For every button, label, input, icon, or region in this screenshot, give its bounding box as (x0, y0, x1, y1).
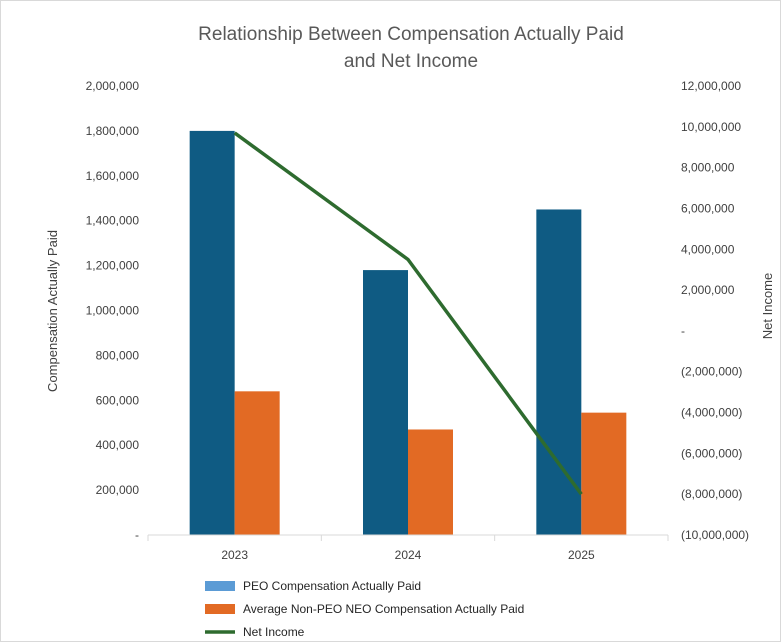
right-tick-label: 10,000,000 (681, 120, 741, 134)
left-tick-label: 200,000 (96, 483, 140, 497)
legend-label: Average Non-PEO NEO Compensation Actuall… (243, 602, 524, 616)
peo-bar-2024 (363, 270, 408, 535)
left-tick-label: 800,000 (96, 348, 140, 362)
left-axis-title: Compensation Actually Paid (45, 230, 60, 392)
right-tick-label: - (681, 324, 685, 338)
neo-bar-2025 (581, 412, 627, 535)
right-tick-label: 8,000,000 (681, 161, 735, 175)
right-tick-label: 12,000,000 (681, 79, 741, 93)
legend: PEO Compensation Actually Paid Average No… (205, 579, 524, 639)
x-axis-labels: 2023 2024 2025 (221, 548, 595, 562)
right-tick-label: 6,000,000 (681, 201, 735, 215)
x-tick-label: 2023 (221, 548, 248, 562)
left-tick-label: 1,800,000 (86, 124, 140, 138)
legend-label: PEO Compensation Actually Paid (243, 579, 421, 593)
left-tick-label: 1,000,000 (86, 304, 140, 318)
right-tick-label: 4,000,000 (681, 242, 735, 256)
legend-label: Net Income (243, 625, 305, 639)
neo-bar-2023 (234, 391, 280, 535)
right-tick-label: (2,000,000) (681, 365, 742, 379)
right-tick-label: (6,000,000) (681, 446, 742, 460)
left-axis-ticks: - 200,000 400,000 600,000 800,000 1,000,000 1,… (86, 79, 140, 542)
right-axis-title: Net Income (760, 273, 775, 339)
legend-swatch (205, 604, 235, 614)
legend-swatch (205, 581, 235, 591)
peo-bar-2023 (189, 130, 235, 535)
bar-group (189, 130, 627, 535)
left-tick-label: - (135, 528, 139, 542)
left-tick-label: 2,000,000 (86, 79, 140, 93)
chart-title-line-1: Relationship Between Compensation Actual… (198, 24, 624, 45)
x-tick-label: 2025 (568, 548, 595, 562)
right-tick-label: (8,000,000) (681, 487, 742, 501)
left-tick-label: 1,400,000 (86, 214, 140, 228)
x-tick-label: 2024 (395, 548, 422, 562)
x-axis-ticks (147, 535, 669, 541)
left-tick-label: 1,600,000 (86, 169, 140, 183)
right-tick-label: (4,000,000) (681, 406, 742, 420)
right-axis-ticks: (10,000,000) (8,000,000) (6,000,000) (4,000… (681, 79, 749, 542)
peo-bar-2025 (536, 209, 582, 535)
chart-title-line-2: and Net Income (344, 51, 478, 72)
left-tick-label: 600,000 (96, 393, 140, 407)
left-tick-label: 400,000 (96, 438, 140, 452)
left-tick-label: 1,200,000 (86, 259, 140, 273)
net-income-line (233, 131, 583, 496)
neo-bar-2024 (408, 429, 453, 535)
right-tick-label: 2,000,000 (681, 283, 735, 297)
right-tick-label: (10,000,000) (681, 528, 749, 542)
